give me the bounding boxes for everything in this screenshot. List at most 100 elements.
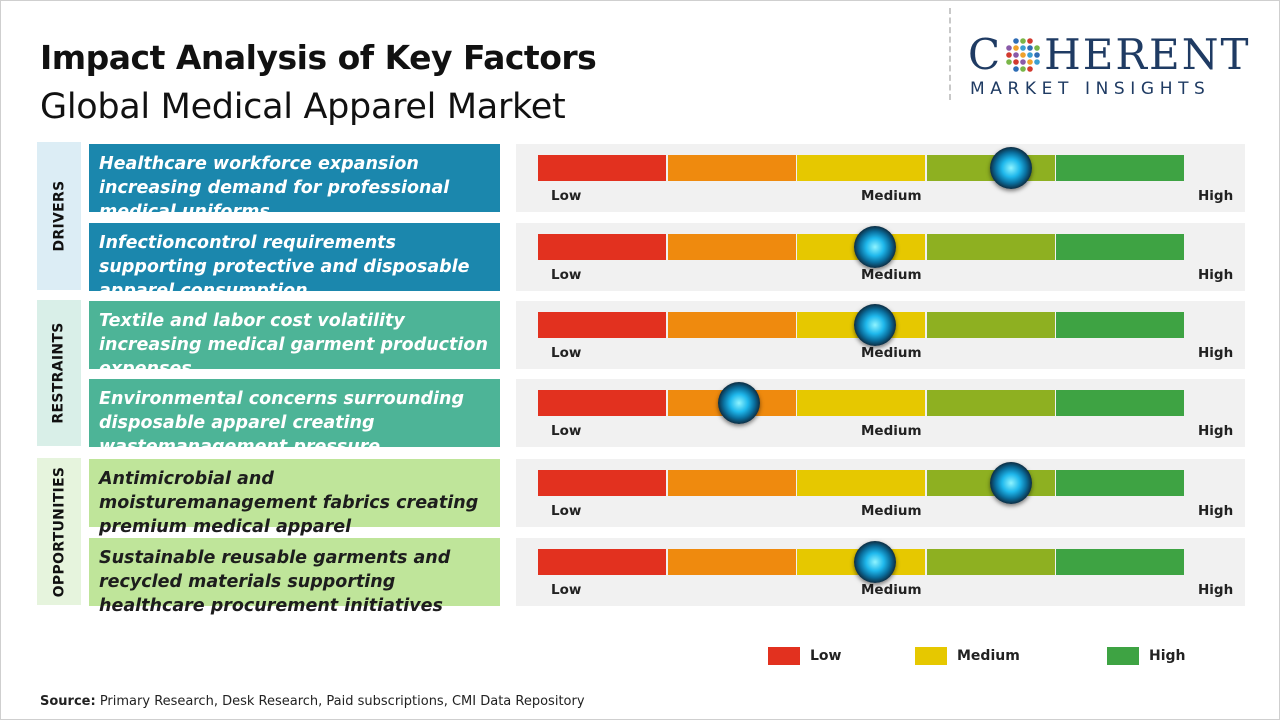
category-drivers: DRIVERS: [37, 142, 81, 290]
factor-text: Healthcare workforce expansion increasin…: [89, 144, 500, 222]
factor-text: Environmental concerns surrounding dispo…: [89, 379, 500, 457]
scale-label-high: High: [1198, 423, 1234, 439]
impact-segment: [667, 470, 796, 496]
company-logo: C HERENT MARKET INSIGHTS: [968, 30, 1263, 102]
logo-dot: [1027, 38, 1033, 44]
factor-text: Antimicrobial and moisturemanagement fab…: [89, 459, 500, 561]
factor-text: Sustainable reusable garments and recycl…: [89, 538, 500, 616]
impact-segment: [667, 155, 796, 181]
impact-segment: [926, 234, 1055, 260]
logo-dot: [1013, 59, 1019, 65]
header-divider: [949, 8, 951, 100]
legend-label-medium: Medium: [957, 648, 1020, 664]
page-title: Impact Analysis of Key Factors: [40, 38, 597, 77]
logo-dot: [1006, 45, 1012, 51]
logo-word-start: C: [968, 30, 1003, 79]
scale-label-medium: Medium: [861, 423, 922, 439]
logo-dot: [1013, 45, 1019, 51]
impact-segment: [797, 155, 925, 181]
impact-segment: [1056, 390, 1184, 416]
legend-label-low: Low: [810, 648, 842, 664]
legend-item-low: Low: [768, 647, 841, 665]
impact-segment: [1056, 155, 1184, 181]
source-note: Source: Primary Research, Desk Research,…: [40, 694, 585, 709]
source-label: Source:: [40, 694, 96, 709]
legend-label-high: High: [1149, 648, 1186, 664]
logo-dot: [1020, 52, 1026, 58]
scale-label-high: High: [1198, 267, 1234, 283]
impact-segment: [538, 390, 666, 416]
impact-segment: [667, 549, 796, 575]
logo-dot: [1006, 59, 1012, 65]
scale-label-low: Low: [551, 188, 582, 204]
impact-segment: [1056, 312, 1184, 338]
impact-track: Low Medium High: [516, 459, 1245, 527]
impact-marker: [853, 226, 896, 268]
impact-segment: [1056, 549, 1184, 575]
logo-dot: [1020, 45, 1026, 51]
scale-label-high: High: [1198, 188, 1234, 204]
category-opportunities: OPPORTUNITIES: [37, 458, 81, 605]
impact-segment: [926, 312, 1055, 338]
scale-label-medium: Medium: [861, 345, 922, 361]
logo-dot: [1034, 45, 1040, 51]
impact-segment: [538, 470, 666, 496]
logo-dot: [1027, 59, 1033, 65]
scale-label-medium: Medium: [861, 503, 922, 519]
legend-item-high: High: [1107, 647, 1186, 665]
impact-marker: [717, 382, 760, 424]
scale-label-low: Low: [551, 267, 582, 283]
scale-label-high: High: [1198, 582, 1234, 598]
logo-dot: [1006, 52, 1012, 58]
impact-marker: [990, 147, 1033, 189]
page-subtitle: Global Medical Apparel Market: [40, 87, 566, 127]
legend-swatch-low: [768, 647, 800, 665]
impact-segment: [667, 312, 796, 338]
category-label: RESTRAINTS: [51, 322, 67, 424]
impact-segment: [1056, 470, 1184, 496]
impact-segment: [538, 155, 666, 181]
impact-marker: [990, 462, 1033, 504]
logo-dots-icon: [1006, 38, 1040, 72]
logo-dot: [1034, 52, 1040, 58]
legend-swatch-medium: [915, 647, 947, 665]
scale-label-low: Low: [551, 423, 582, 439]
scale-label-medium: Medium: [861, 582, 922, 598]
category-label: OPPORTUNITIES: [51, 466, 67, 597]
impact-marker: [853, 541, 896, 583]
factor-text: Infectioncontrol requirements supporting…: [89, 223, 500, 301]
scale-label-high: High: [1198, 345, 1234, 361]
impact-segment: [797, 390, 925, 416]
source-text: Primary Research, Desk Research, Paid su…: [95, 694, 585, 709]
logo-dot: [1013, 52, 1019, 58]
legend-swatch-high: [1107, 647, 1139, 665]
logo-tagline: MARKET INSIGHTS: [970, 79, 1211, 99]
impact-segment: [797, 470, 925, 496]
scale-label-medium: Medium: [861, 188, 922, 204]
logo-wordmark: C HERENT: [968, 30, 1250, 80]
impact-segment: [926, 390, 1055, 416]
category-restraints: RESTRAINTS: [37, 300, 81, 446]
logo-dot: [1027, 52, 1033, 58]
logo-dot: [1034, 59, 1040, 65]
logo-dot: [1013, 38, 1019, 44]
impact-segment: [667, 234, 796, 260]
logo-dot: [1027, 66, 1033, 72]
impact-segment: [538, 234, 666, 260]
impact-segment: [538, 549, 666, 575]
factor-text: Textile and labor cost volatility increa…: [89, 301, 500, 379]
impact-track: Low Medium High: [516, 379, 1245, 447]
logo-dot: [1013, 66, 1019, 72]
logo-dot: [1020, 59, 1026, 65]
logo-dot: [1020, 38, 1026, 44]
impact-marker: [853, 304, 896, 346]
impact-track: Low Medium High: [516, 144, 1245, 212]
scale-label-high: High: [1198, 503, 1234, 519]
impact-segment: [926, 549, 1055, 575]
scale-label-low: Low: [551, 345, 582, 361]
logo-dot: [1020, 66, 1026, 72]
scale-label-low: Low: [551, 582, 582, 598]
scale-label-low: Low: [551, 503, 582, 519]
impact-segment: [538, 312, 666, 338]
impact-segment: [1056, 234, 1184, 260]
